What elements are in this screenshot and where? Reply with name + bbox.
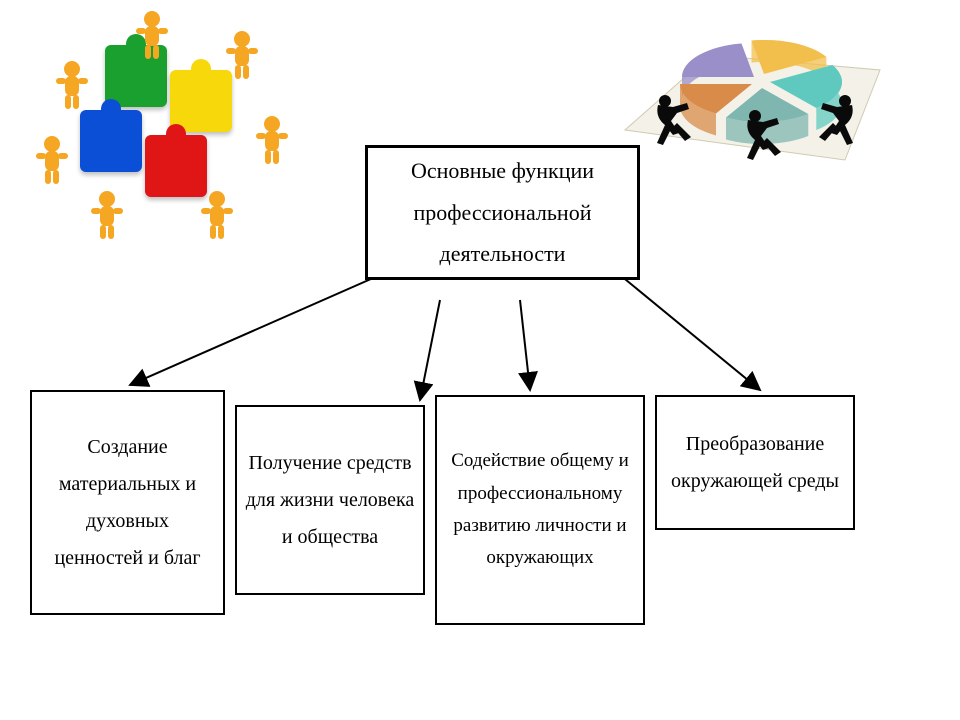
child-box-2-text: Получение средств для жизни человека и о… <box>245 445 415 556</box>
root-box-text: Основные функции профессиональной деятел… <box>376 150 629 275</box>
child-box-1: Создание материальных и духовных ценност… <box>30 390 225 615</box>
child-box-3-text: Содействие общему и профессиональному ра… <box>445 445 635 574</box>
diagram-canvas: { "page": { "width": 960, "height": 720,… <box>0 0 960 720</box>
child-box-3: Содействие общему и профессиональному ра… <box>435 395 645 625</box>
child-box-1-text: Создание материальных и духовных ценност… <box>40 429 215 577</box>
child-box-4-text: Преобразование окружающей среды <box>665 426 845 500</box>
root-box: Основные функции профессиональной деятел… <box>365 145 640 280</box>
child-box-2: Получение средств для жизни человека и о… <box>235 405 425 595</box>
clipart-pie-chart <box>595 0 895 165</box>
child-box-4: Преобразование окружающей среды <box>655 395 855 530</box>
clipart-puzzle-team <box>20 5 290 245</box>
